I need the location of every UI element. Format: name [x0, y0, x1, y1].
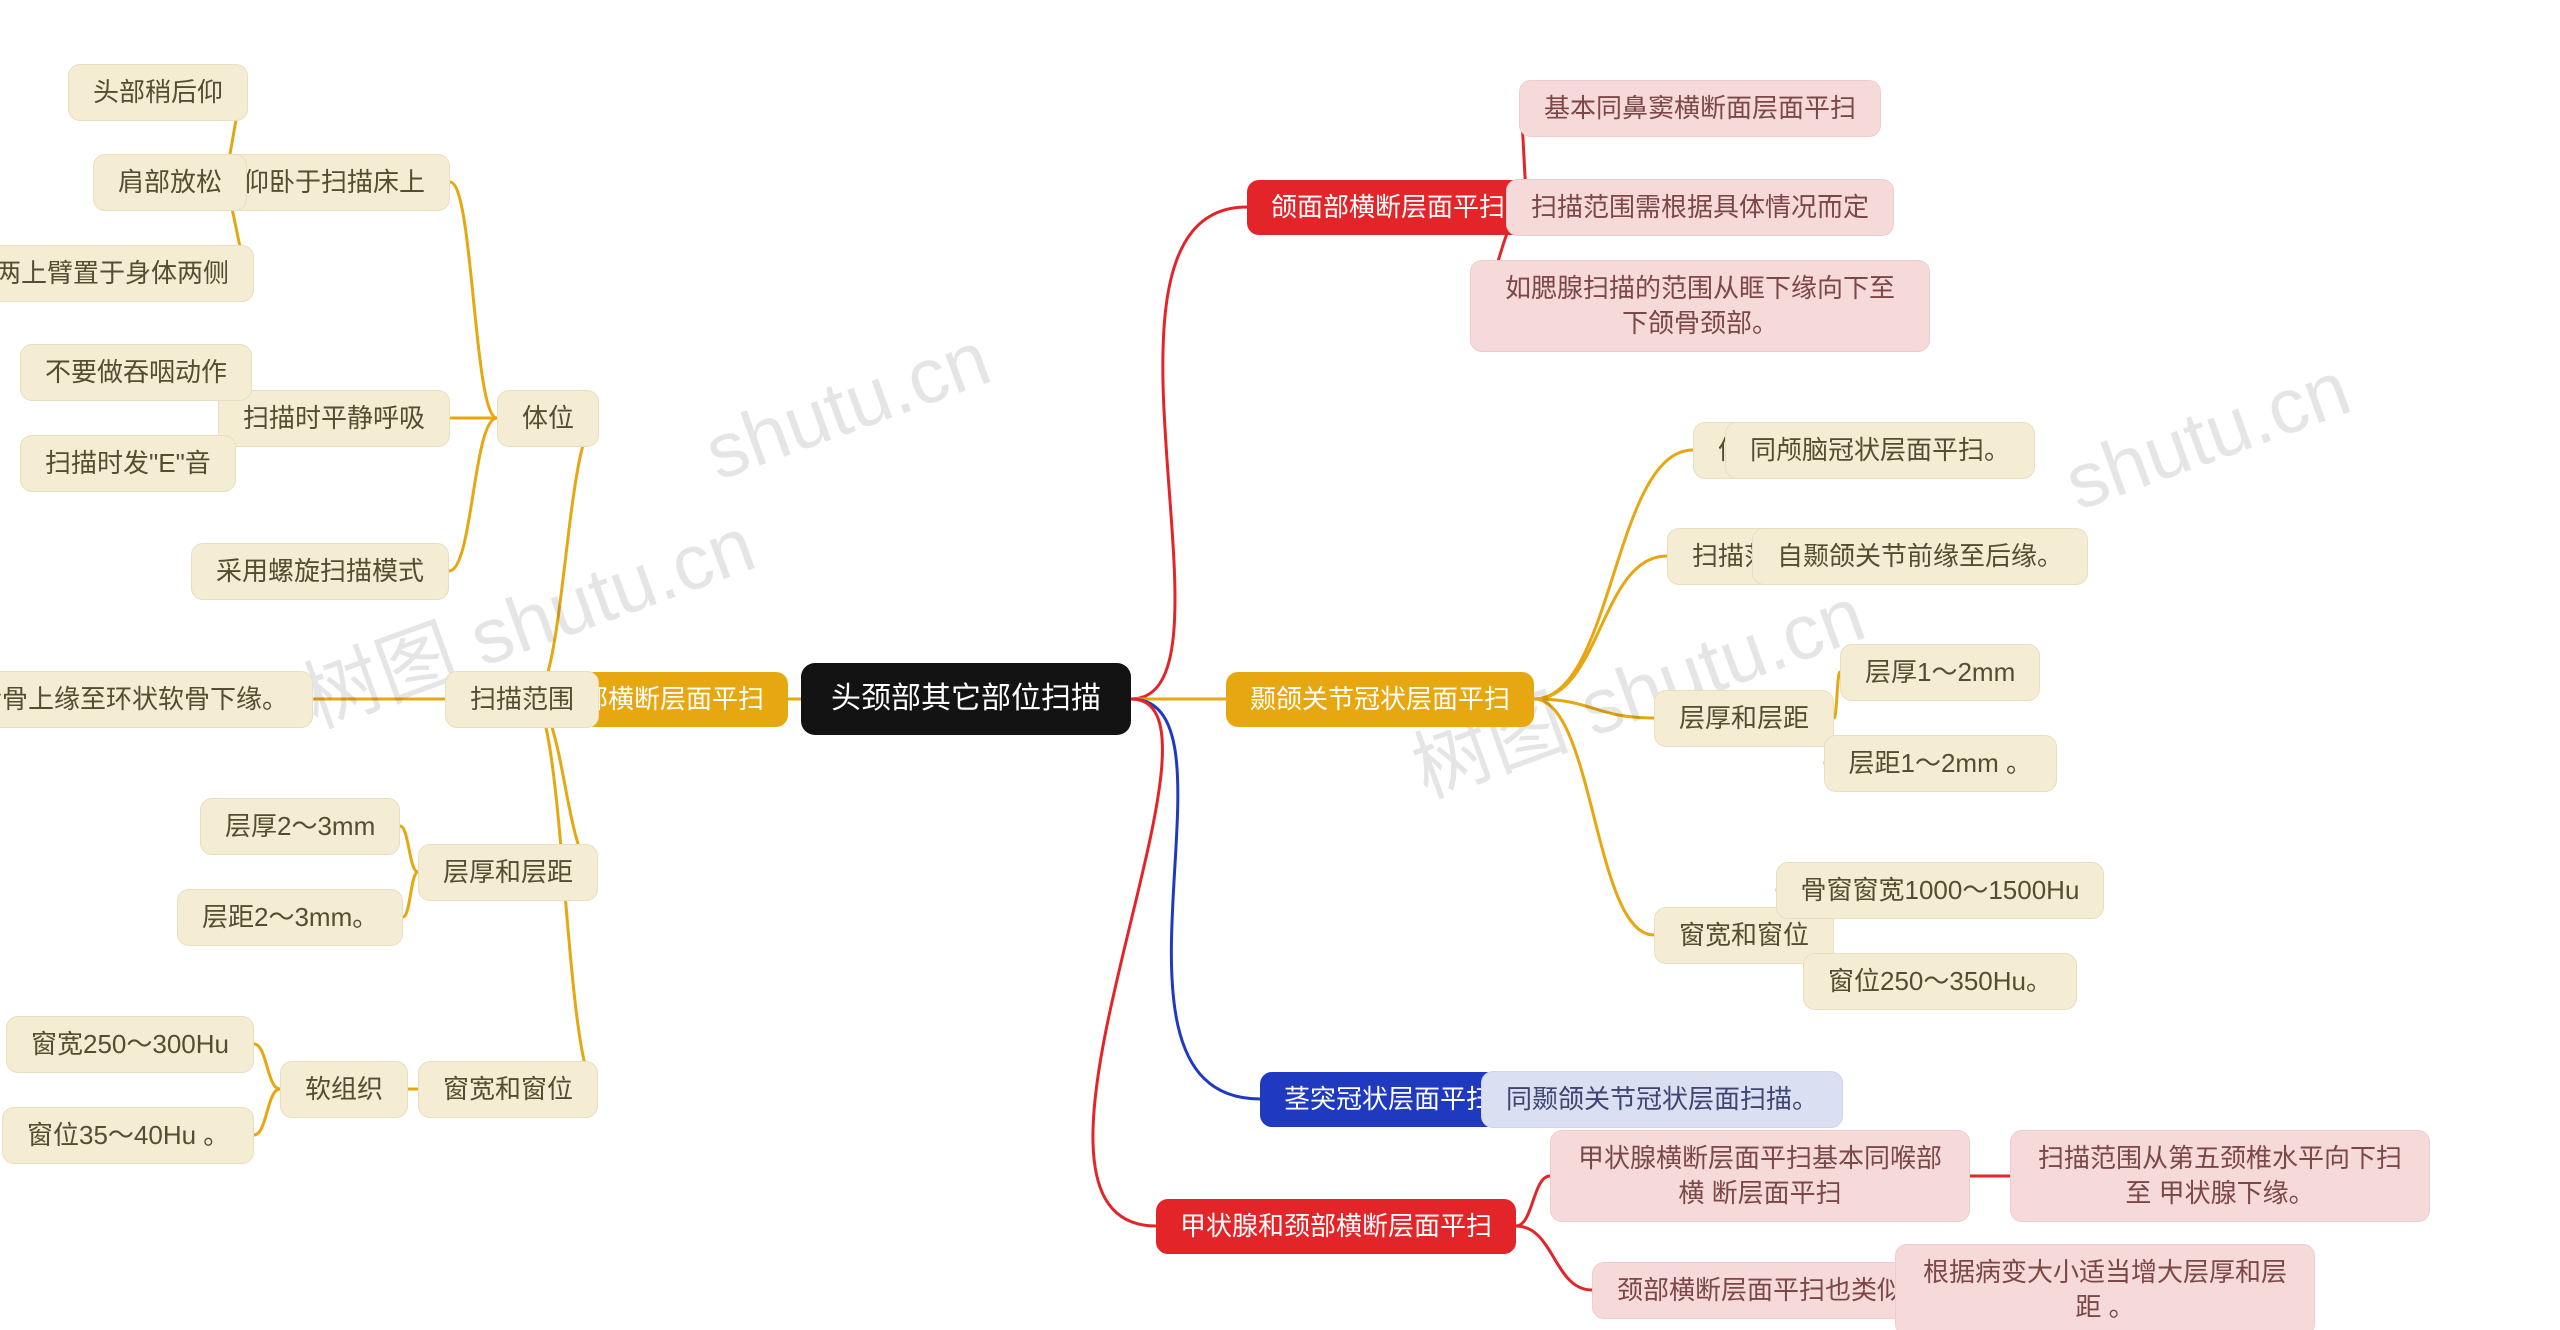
left-node-label: 仰卧于扫描床上: [243, 167, 425, 197]
right-node-label: 层距1～2mm 。: [1849, 748, 2032, 778]
left-node: 层距2～3mm。: [177, 889, 403, 946]
left-node-label: 头部稍后仰: [93, 77, 223, 107]
left-node: 窗宽250～300Hu: [6, 1016, 254, 1073]
right-node: 层厚1～2mm: [1840, 644, 2040, 701]
right-branch: 颞颌关节冠状层面平扫: [1226, 672, 1534, 727]
right-node: 窗位250～350Hu。: [1803, 953, 2077, 1010]
right-node: 甲状腺横断层面平扫基本同喉部横 断层面平扫: [1550, 1130, 1970, 1222]
left-node: 肩部放松: [93, 154, 247, 211]
right-node-label: 基本同鼻窦横断面层面平扫: [1544, 93, 1856, 123]
center-node-label: 头颈部其它部位扫描: [831, 682, 1101, 715]
left-node: 扫描时平静呼吸: [218, 390, 450, 447]
right-branch-label: 甲状腺和颈部横断层面平扫: [1180, 1211, 1492, 1241]
left-node-label: 采用螺旋扫描模式: [216, 556, 424, 586]
left-node-label: 窗位35～40Hu 。: [27, 1120, 229, 1150]
right-branch-label: 茎突冠状层面平扫: [1284, 1084, 1492, 1114]
left-node: 软组织: [280, 1061, 408, 1118]
left-node-label: 两上臂置于身体两侧: [0, 258, 229, 288]
left-node-label: 层厚2～3mm: [225, 811, 375, 841]
right-node: 扫描范围需根据具体情况而定: [1506, 179, 1894, 236]
right-branch-label: 颞颌关节冠状层面平扫: [1250, 684, 1510, 714]
left-node-label: 不要做吞咽动作: [45, 357, 227, 387]
right-node: 颈部横断层面平扫也类似: [1592, 1262, 1928, 1319]
left-node-label: 窗宽和窗位: [443, 1074, 573, 1104]
watermark-text: shutu.cn: [694, 313, 1001, 497]
right-node: 基本同鼻窦横断面层面平扫: [1519, 80, 1881, 137]
right-branch-label: 颌面部横断层面平扫: [1271, 192, 1505, 222]
right-node: 扫描范围从第五颈椎水平向下扫至 甲状腺下缘。: [2010, 1130, 2430, 1222]
left-node-label: 窗宽250～300Hu: [31, 1029, 229, 1059]
right-node-label: 如腮腺扫描的范围从眶下缘向下至 下颌骨颈部。: [1505, 273, 1895, 338]
left-node: 两上臂置于身体两侧: [0, 245, 254, 302]
left-node-label: 肩部放松: [118, 167, 222, 197]
left-node-label: 体位: [522, 403, 574, 433]
right-node-label: 扫描范围需根据具体情况而定: [1531, 192, 1869, 222]
left-node-label: 层厚和层距: [443, 857, 573, 887]
right-node: 如腮腺扫描的范围从眶下缘向下至 下颌骨颈部。: [1470, 260, 1930, 352]
right-node-label: 扫描范围从第五颈椎水平向下扫至 甲状腺下缘。: [2038, 1143, 2402, 1208]
left-node-label: 软组织: [305, 1074, 383, 1104]
right-node-label: 层厚和层距: [1679, 703, 1809, 733]
right-node-label: 同颞颌关节冠状层面扫描。: [1506, 1084, 1818, 1114]
left-node: 窗位35～40Hu 。: [2, 1107, 254, 1164]
right-node: 根据病变大小适当增大层厚和层距 。: [1895, 1244, 2315, 1330]
right-node-label: 自颞颌关节前缘至后缘。: [1777, 541, 2063, 571]
right-node: 骨窗窗宽1000～1500Hu: [1776, 862, 2105, 919]
right-node-label: 层厚1～2mm: [1865, 657, 2015, 687]
left-node-label: 扫描时平静呼吸: [243, 403, 425, 433]
right-node: 同颞颌关节冠状层面扫描。: [1481, 1071, 1843, 1128]
right-node-label: 同颅脑冠状层面平扫。: [1750, 435, 2010, 465]
left-node: 层厚和层距: [418, 844, 598, 901]
right-node-label: 骨窗窗宽1000～1500Hu: [1801, 875, 2080, 905]
right-node: 自颞颌关节前缘至后缘。: [1752, 528, 2088, 585]
left-node-label: 扫描时发"E"音: [45, 448, 211, 478]
right-node-label: 窗宽和窗位: [1679, 920, 1809, 950]
left-node: 仰卧于扫描床上: [218, 154, 450, 211]
left-node: 窗宽和窗位: [418, 1061, 598, 1118]
right-node-label: 颈部横断层面平扫也类似: [1617, 1275, 1903, 1305]
right-node-label: 窗位250～350Hu。: [1828, 966, 2052, 996]
right-node-label: 根据病变大小适当增大层厚和层距 。: [1923, 1257, 2287, 1322]
left-node: 扫描范围: [445, 671, 599, 728]
right-node: 层厚和层距: [1654, 690, 1834, 747]
left-node: 层厚2～3mm: [200, 798, 400, 855]
left-node: 体位: [497, 390, 599, 447]
right-branch: 茎突冠状层面平扫: [1260, 1072, 1516, 1127]
right-branch: 甲状腺和颈部横断层面平扫: [1156, 1199, 1516, 1254]
left-node: 扫描时发"E"音: [20, 435, 236, 492]
watermark: shutu.cn: [693, 312, 1001, 498]
watermark-text: shutu.cn: [2054, 343, 2361, 527]
left-node: 采用螺旋扫描模式: [191, 543, 449, 600]
right-node-label: 甲状腺横断层面平扫基本同喉部横 断层面平扫: [1578, 1143, 1942, 1208]
right-node: 同颅脑冠状层面平扫。: [1725, 422, 2035, 479]
right-branch: 颌面部横断层面平扫: [1247, 180, 1529, 235]
right-node: 层距1～2mm 。: [1824, 735, 2057, 792]
left-node-label: 扫描范围: [470, 684, 574, 714]
watermark: shutu.cn: [2053, 342, 2361, 528]
left-node: 头部稍后仰: [68, 64, 248, 121]
left-node: 舌骨上缘至环状软骨下缘。: [0, 671, 313, 728]
left-node-label: 层距2～3mm。: [202, 902, 378, 932]
left-node-label: 舌骨上缘至环状软骨下缘。: [0, 684, 288, 714]
center-node: 头颈部其它部位扫描: [801, 663, 1131, 736]
mindmap-canvas: 树图 shutu.cnshutu.cn树图 shutu.cnshutu.cn头颈…: [0, 0, 2560, 1330]
left-node: 不要做吞咽动作: [20, 344, 252, 401]
